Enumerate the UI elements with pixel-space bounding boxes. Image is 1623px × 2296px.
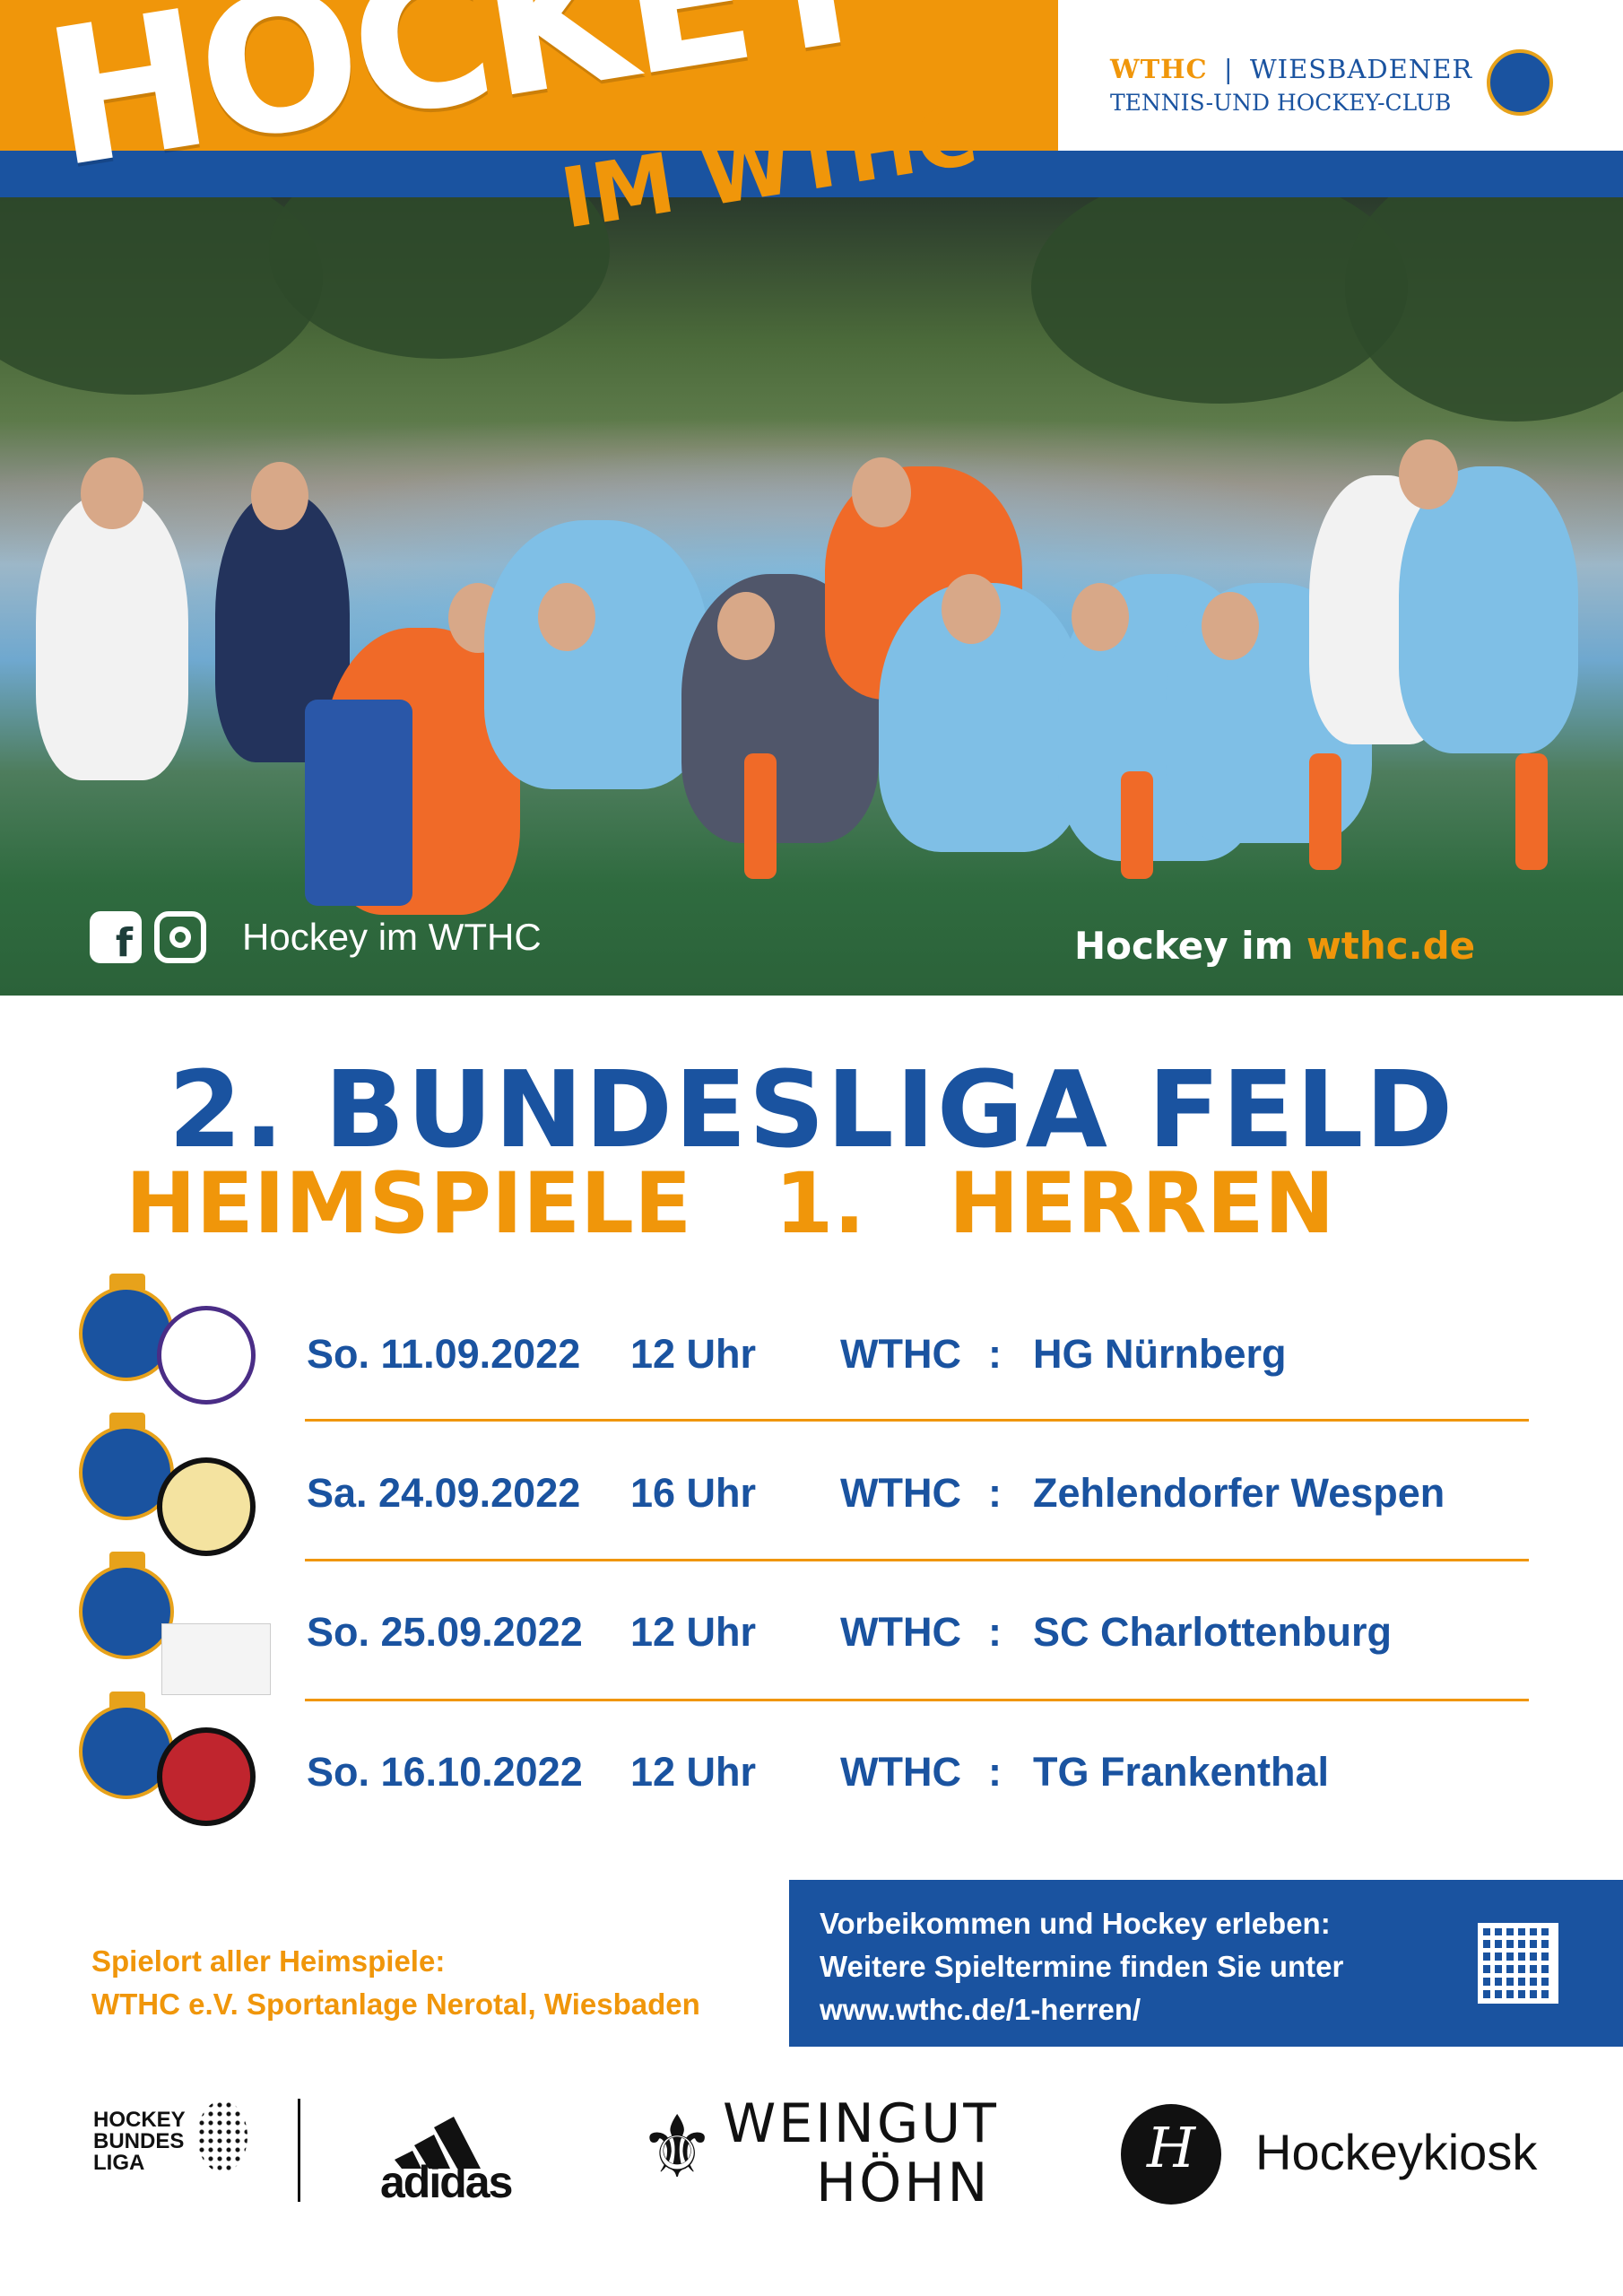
weingut-logo-line-2: HÖHN bbox=[816, 2152, 991, 2214]
sc-charlottenburg-logo bbox=[161, 1623, 271, 1695]
match-time: 12 Uhr bbox=[630, 1331, 757, 1377]
venue-label: Spielort aller Heimspiele: bbox=[91, 1944, 446, 1978]
bundesliga-line-1: HOCKEY bbox=[93, 2108, 186, 2132]
match-away-team: HG Nürnberg bbox=[1033, 1331, 1287, 1377]
social-handle: Hockey im WTHC bbox=[242, 916, 542, 958]
match-separator: : bbox=[988, 1470, 1002, 1516]
hockey-bundesliga-logo: HOCKEY BUNDES LIGA bbox=[93, 2109, 186, 2174]
sponsor-divider bbox=[298, 2099, 300, 2202]
match-away-team: TG Frankenthal bbox=[1033, 1749, 1330, 1795]
info-url[interactable]: www.wthc.de/1-herren/ bbox=[820, 1993, 1141, 2026]
match-home-team: WTHC bbox=[840, 1609, 961, 1655]
bundesliga-line-2: BUNDES bbox=[93, 2129, 185, 2153]
club-short-name: WTHC bbox=[1110, 54, 1208, 84]
qr-code-icon[interactable] bbox=[1478, 1923, 1558, 2004]
match-date: So. 25.09.2022 bbox=[307, 1609, 583, 1655]
website-link[interactable]: Hockey im wthc.de bbox=[1074, 924, 1475, 968]
header-orange-band bbox=[0, 0, 1058, 151]
match-away-team: Zehlendorfer Wespen bbox=[1033, 1470, 1445, 1516]
match-date: So. 11.09.2022 bbox=[307, 1331, 581, 1377]
header-blue-band bbox=[0, 151, 1623, 197]
adidas-logo: adidas bbox=[380, 2157, 513, 2207]
match-row: So. 25.09.2022 12 Uhr WTHC : SC Charlott… bbox=[0, 1552, 1623, 1695]
match-separator: : bbox=[988, 1331, 1002, 1377]
club-name-line2: TENNIS-UND HOCKEY-CLUB bbox=[1110, 90, 1452, 116]
match-row: So. 16.10.2022 12 Uhr WTHC : TG Frankent… bbox=[0, 1692, 1623, 1826]
hg-nuernberg-logo bbox=[157, 1306, 256, 1405]
row-divider bbox=[305, 1419, 1529, 1422]
info-line-1: Vorbeikommen und Hockey erleben: bbox=[820, 1907, 1331, 1940]
match-date: Sa. 24.09.2022 bbox=[307, 1470, 581, 1516]
zehlendorfer-wespen-logo bbox=[157, 1457, 256, 1556]
match-home-team: WTHC bbox=[840, 1331, 961, 1377]
match-home-team: WTHC bbox=[840, 1749, 961, 1795]
match-home-team: WTHC bbox=[840, 1470, 961, 1516]
crown-icon bbox=[109, 1274, 145, 1290]
match-row: Sa. 24.09.2022 16 Uhr WTHC : Zehlendorfe… bbox=[0, 1413, 1623, 1556]
match-separator: : bbox=[988, 1609, 1002, 1655]
website-prefix: Hockey im bbox=[1074, 924, 1306, 968]
website-domain: wthc.de bbox=[1306, 924, 1476, 968]
info-line-2: Weitere Spieltermine finden Sie unter bbox=[820, 1950, 1344, 1983]
hockeykiosk-mark-icon: H bbox=[1121, 2104, 1221, 2205]
match-date: So. 16.10.2022 bbox=[307, 1749, 583, 1795]
club-crest-logo bbox=[1487, 49, 1553, 116]
crown-icon bbox=[109, 1413, 145, 1429]
match-separator: : bbox=[988, 1749, 1002, 1795]
row-divider bbox=[305, 1559, 1529, 1561]
bundesliga-line-3: LIGA bbox=[93, 2151, 145, 2175]
facebook-icon[interactable]: f bbox=[90, 911, 142, 963]
social-links: f Hockey im WTHC bbox=[90, 911, 542, 963]
team-photo bbox=[0, 197, 1623, 996]
crown-icon bbox=[109, 1692, 145, 1708]
adidas-stripes-icon bbox=[395, 2117, 481, 2169]
match-time: 12 Uhr bbox=[630, 1749, 757, 1795]
info-box: Vorbeikommen und Hockey erleben: Weitere… bbox=[789, 1880, 1623, 2047]
venue-address: WTHC e.V. Sportanlage Nerotal, Wiesbaden bbox=[91, 1987, 700, 2021]
tg-frankenthal-logo bbox=[157, 1727, 256, 1826]
club-name-line1: WTHC | WIESBADENER bbox=[1110, 54, 1472, 84]
hockey-ball-icon bbox=[197, 2100, 247, 2172]
league-heading: 2. BUNDESLIGA FELD bbox=[168, 1048, 1455, 1171]
schedule-subheading: HEIMSPIELE 1. HERREN bbox=[126, 1155, 1335, 1253]
match-away-team: SC Charlottenburg bbox=[1033, 1609, 1392, 1655]
weingut-logo-line-1: WEINGUT bbox=[723, 2092, 999, 2155]
hockeykiosk-logo: Hockeykiosk bbox=[1255, 2124, 1538, 2180]
match-time: 16 Uhr bbox=[630, 1470, 757, 1516]
crown-icon bbox=[109, 1552, 145, 1568]
club-name-first: WIESBADENER bbox=[1249, 54, 1473, 84]
match-row: So. 11.09.2022 12 Uhr WTHC : HG Nürnberg bbox=[0, 1274, 1623, 1405]
row-divider bbox=[305, 1699, 1529, 1701]
fleur-de-lis-icon: ⚜ bbox=[638, 2097, 716, 2197]
match-time: 12 Uhr bbox=[630, 1609, 757, 1655]
instagram-icon[interactable] bbox=[154, 911, 206, 963]
wthc-logo bbox=[79, 1564, 174, 1659]
club-separator: | bbox=[1223, 54, 1234, 84]
